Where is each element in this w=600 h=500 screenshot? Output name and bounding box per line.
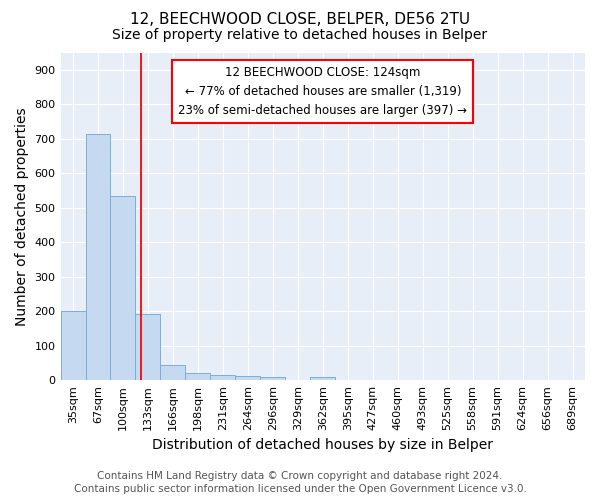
Text: Contains HM Land Registry data © Crown copyright and database right 2024.
Contai: Contains HM Land Registry data © Crown c… — [74, 471, 526, 494]
Text: Size of property relative to detached houses in Belper: Size of property relative to detached ho… — [112, 28, 488, 42]
Text: 12, BEECHWOOD CLOSE, BELPER, DE56 2TU: 12, BEECHWOOD CLOSE, BELPER, DE56 2TU — [130, 12, 470, 28]
Bar — [86, 134, 110, 380]
Bar — [110, 196, 136, 380]
Bar — [211, 374, 235, 380]
Bar — [160, 364, 185, 380]
Bar — [185, 372, 211, 380]
Bar — [260, 378, 286, 380]
Y-axis label: Number of detached properties: Number of detached properties — [15, 107, 29, 326]
Bar — [310, 378, 335, 380]
Bar — [235, 376, 260, 380]
X-axis label: Distribution of detached houses by size in Belper: Distribution of detached houses by size … — [152, 438, 493, 452]
Text: 12 BEECHWOOD CLOSE: 124sqm
← 77% of detached houses are smaller (1,319)
23% of s: 12 BEECHWOOD CLOSE: 124sqm ← 77% of deta… — [178, 66, 467, 116]
Bar — [61, 311, 86, 380]
Bar — [136, 314, 160, 380]
